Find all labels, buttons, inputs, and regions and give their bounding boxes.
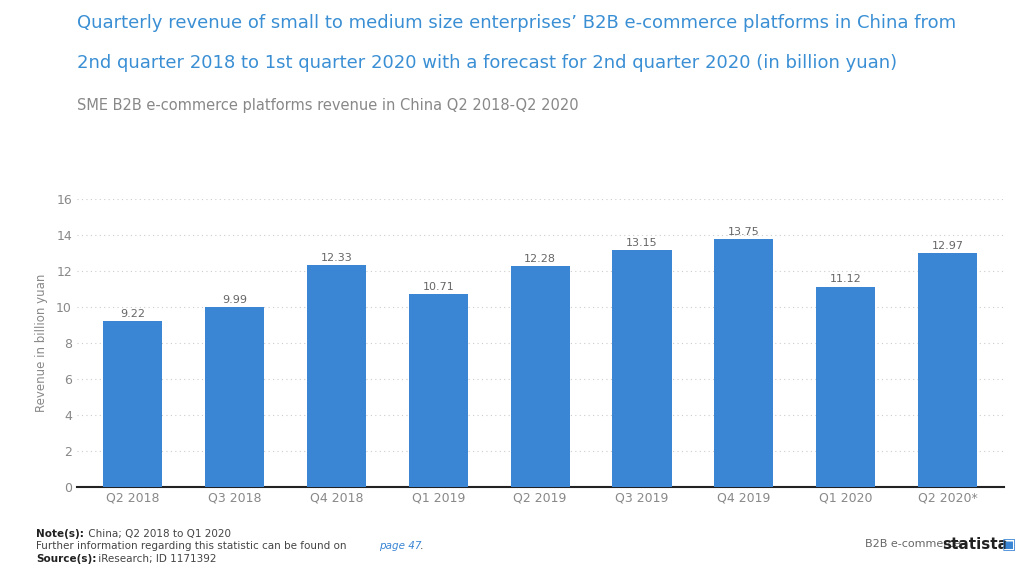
Bar <box>103 321 163 487</box>
Text: 13.75: 13.75 <box>728 227 760 237</box>
Text: iResearch; ID 1171392: iResearch; ID 1171392 <box>95 554 217 564</box>
Text: 9.99: 9.99 <box>222 295 247 305</box>
Text: Further information regarding this statistic can be found on: Further information regarding this stati… <box>36 541 349 551</box>
Bar <box>816 287 876 487</box>
Text: 14: 14 <box>4 543 22 556</box>
Y-axis label: Revenue in billion yuan: Revenue in billion yuan <box>35 274 48 412</box>
Text: statista: statista <box>942 537 1008 552</box>
Text: SME B2B e-commerce platforms revenue in China Q2 2018-Q2 2020: SME B2B e-commerce platforms revenue in … <box>77 98 579 113</box>
Text: 12.33: 12.33 <box>321 253 352 263</box>
Text: 10.71: 10.71 <box>423 282 455 292</box>
Text: 2nd quarter 2018 to 1st quarter 2020 with a forecast for 2nd quarter 2020 (in bi: 2nd quarter 2018 to 1st quarter 2020 wit… <box>77 54 897 71</box>
Text: page 47: page 47 <box>379 541 422 551</box>
Text: 13.15: 13.15 <box>627 238 657 248</box>
Text: 12.97: 12.97 <box>932 241 964 251</box>
Text: ▣: ▣ <box>1001 537 1016 552</box>
Text: China; Q2 2018 to Q1 2020: China; Q2 2018 to Q1 2020 <box>85 529 231 539</box>
Bar <box>409 294 468 487</box>
Bar <box>205 307 264 487</box>
Bar <box>511 266 569 487</box>
Text: Quarterly revenue of small to medium size enterprises’ B2B e-commerce platforms : Quarterly revenue of small to medium siz… <box>77 14 956 32</box>
Bar <box>918 253 977 487</box>
Text: Source(s):: Source(s): <box>36 554 96 564</box>
Text: 11.12: 11.12 <box>829 274 861 285</box>
Bar <box>715 239 773 487</box>
Bar <box>307 265 366 487</box>
Text: 12.28: 12.28 <box>524 253 556 264</box>
Text: B2B e-commerce: B2B e-commerce <box>865 539 961 550</box>
Text: .: . <box>420 541 423 551</box>
Text: 9.22: 9.22 <box>120 309 145 319</box>
Text: Note(s):: Note(s): <box>36 529 84 539</box>
Bar <box>612 250 672 487</box>
